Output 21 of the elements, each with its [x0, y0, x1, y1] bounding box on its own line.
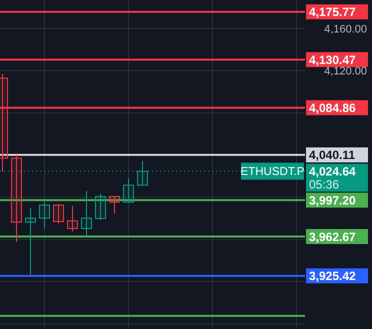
candlestick [123, 178, 134, 203]
ref-line-label: 4,130.47 [309, 52, 356, 67]
y-tick-label: 4,160.00 [324, 23, 367, 36]
ref-line-label: 4,084.86 [309, 100, 356, 115]
candlestick [39, 199, 50, 230]
candlestick [109, 196, 120, 214]
y-tick-label: 4,120.00 [324, 66, 367, 78]
ref-line-label: 3,962.67 [309, 230, 356, 244]
ref-line-label: 4,040.11 [309, 148, 356, 162]
ref-line-label: 3,997.20 [309, 193, 356, 208]
ref-line-label: 4,175.77 [309, 5, 356, 20]
annotation: ETHUSDT.P [240, 166, 305, 178]
candlestick [67, 205, 78, 232]
candlestick [25, 208, 36, 276]
candlestick [53, 203, 64, 224]
ref-line-label: 3,925.42 [309, 269, 356, 284]
ref-line-label: 4,024.64 [309, 164, 356, 178]
candlestick [81, 190, 92, 236]
text: 05:36 [309, 177, 340, 192]
candlestick [11, 154, 22, 243]
candlestick [95, 193, 106, 220]
